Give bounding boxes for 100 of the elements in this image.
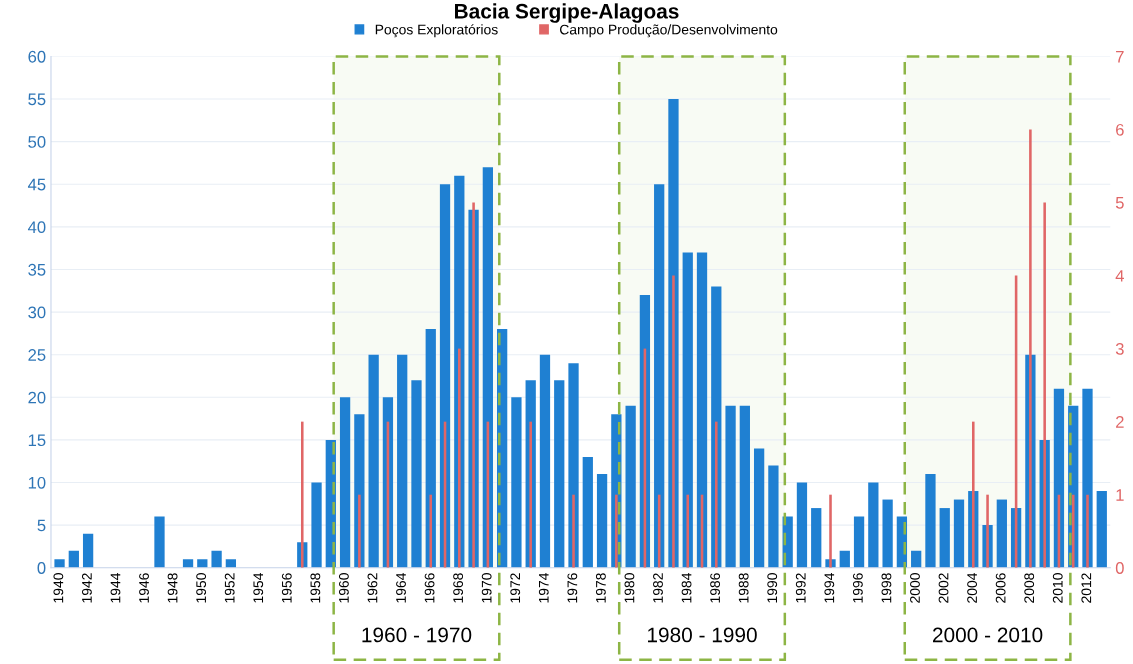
x-tick-label: 2008: [1024, 573, 1035, 603]
bar: [1071, 494, 1075, 568]
bar: [1086, 494, 1089, 568]
x-tick-label: 1996: [852, 573, 863, 603]
bar: [953, 499, 965, 568]
x-tick-label: 1958: [310, 573, 321, 603]
y2-tick-label: 6: [1116, 123, 1124, 136]
x-tick-label: 1942: [82, 573, 92, 603]
x-tick-label: 1954: [253, 572, 264, 603]
bar: [796, 482, 808, 568]
x-tick-label: 1940: [53, 573, 64, 603]
x-tick-label: 1968: [453, 573, 464, 603]
bar: [839, 550, 850, 568]
bar: [582, 456, 593, 568]
y-tick-label: 25: [28, 349, 46, 361]
x-tick-label: 1980: [624, 573, 635, 603]
bar: [672, 275, 675, 568]
y-tick-label: 20: [28, 391, 46, 404]
y2-tick-label: 1: [1116, 489, 1124, 501]
y2-tick-label: 0: [1115, 562, 1124, 574]
y2-tick-label: 7: [1116, 51, 1124, 63]
y-tick-label: 55: [28, 93, 46, 106]
y2-tick-label: 2: [1116, 416, 1124, 428]
bar: [572, 494, 575, 568]
y-tick-label: 50: [28, 136, 46, 148]
y-tick-label: 60: [28, 50, 46, 63]
bar: [715, 421, 718, 568]
x-tick-label: 2000: [910, 573, 920, 603]
bar: [154, 516, 165, 568]
x-tick-label: 2002: [938, 573, 949, 603]
bar: [939, 508, 950, 568]
x-tick-label: 1998: [881, 573, 892, 603]
bar: [625, 405, 636, 568]
y-tick-label: 45: [27, 178, 46, 191]
bar: [225, 559, 237, 568]
bar: [82, 533, 94, 568]
bar: [853, 516, 865, 568]
bar: [596, 473, 608, 568]
x-tick-label: 1950: [196, 573, 207, 603]
bar: [211, 550, 222, 568]
x-tick-label: 1984: [681, 572, 692, 603]
y-tick-label: 40: [27, 221, 46, 234]
bar: [925, 473, 936, 568]
y2-tick-label: 4: [1115, 270, 1124, 282]
bar: [339, 397, 351, 568]
bar: [996, 499, 1007, 568]
bar: [1096, 491, 1107, 568]
y-tick-label: 5: [37, 519, 46, 532]
x-tick-label: 2010: [1052, 573, 1063, 603]
legend-label: Poços Exploratórios: [375, 24, 498, 38]
x-tick-label: 1952: [224, 573, 235, 603]
bar: [682, 252, 693, 568]
x-tick-label: 2004: [967, 572, 978, 603]
x-tick-label: 1992: [795, 573, 806, 603]
bar: [182, 559, 194, 568]
bar: [615, 494, 618, 568]
x-tick-label: 1974: [538, 572, 549, 603]
band-label: 2000 - 2010: [933, 627, 1043, 643]
bar: [768, 465, 779, 568]
bar: [54, 559, 65, 568]
bar: [197, 559, 208, 568]
y-tick-label: 30: [28, 306, 46, 319]
bar: [397, 354, 408, 568]
bar: [68, 550, 79, 568]
x-tick-label: 1972: [510, 573, 521, 603]
bar: [911, 550, 922, 568]
x-tick-label: 1944: [110, 572, 121, 603]
bar: [368, 354, 379, 568]
bar: [753, 448, 765, 568]
x-tick-label: 1970: [481, 573, 492, 603]
bar: [654, 184, 665, 568]
x-tick-label: 1988: [738, 573, 749, 603]
bar: [511, 397, 522, 568]
y-tick-label: 35: [28, 263, 46, 276]
x-tick-label: 1964: [396, 572, 406, 603]
y-tick-label: 10: [28, 476, 46, 489]
bar: [425, 329, 436, 568]
chart-title: Bacia Sergipe-Alagoas: [455, 3, 679, 23]
bar: [411, 380, 422, 568]
x-tick-label: 2006: [995, 573, 1006, 603]
y-tick-label: 15: [28, 434, 46, 447]
bar: [868, 482, 879, 568]
y-tick-label: 0: [37, 562, 46, 574]
bar: [539, 354, 551, 568]
x-tick-label: 1994: [824, 572, 835, 603]
x-tick-label: 1960: [338, 573, 349, 603]
bar: [458, 348, 461, 568]
bar: [311, 482, 322, 568]
x-tick-label: 1946: [139, 573, 149, 603]
x-tick-label: 1990: [767, 573, 778, 603]
bar: [554, 380, 565, 568]
x-tick-label: 1956: [281, 573, 292, 603]
y2-tick-label: 5: [1115, 197, 1124, 209]
band-label: 1980 - 1990: [648, 627, 757, 643]
bar: [482, 167, 493, 568]
y2-tick-label: 3: [1115, 343, 1124, 355]
x-tick-label: 1978: [595, 573, 606, 603]
x-tick-label: 1982: [653, 573, 663, 603]
bar: [882, 499, 893, 568]
x-tick-label: 1986: [710, 573, 721, 603]
